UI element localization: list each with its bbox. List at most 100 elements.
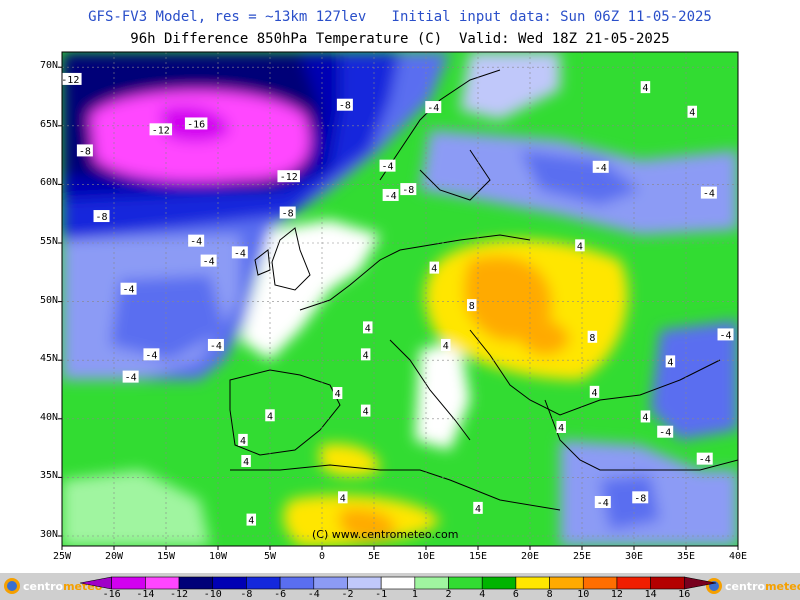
lat-label: 35N (39, 470, 58, 482)
title-line-1: GFS-FV3 Model, res = ~13km 127lev Initia… (88, 9, 712, 25)
contour-label: 4 (429, 261, 440, 275)
contour-label: 4 (665, 355, 676, 368)
legend-swatch (616, 576, 651, 590)
legend-label: 12 (610, 589, 623, 600)
svg-text:4: 4 (267, 411, 273, 422)
logo-word-1: centro (23, 579, 64, 593)
svg-text:4: 4 (558, 423, 564, 434)
contour-label: 4 (575, 239, 585, 252)
svg-text:4: 4 (363, 350, 369, 361)
weather-map: -12-8 -4-16-12-8-12-4-4-8-8 -8-4-4-4-4-4-4… (58, 51, 739, 550)
contour-label: 4 (687, 105, 697, 119)
legend-label: -14 (136, 589, 155, 600)
svg-text:-4: -4 (659, 428, 671, 439)
lon-label: 15W (156, 551, 176, 562)
lat-label: 55N (39, 236, 58, 247)
svg-text:4: 4 (642, 83, 648, 94)
contour-label: -8 (336, 98, 353, 112)
lon-label: 30E (624, 551, 644, 562)
lat-label: 40N (39, 411, 58, 423)
lon-label: 15E (468, 551, 488, 562)
svg-text:-12: -12 (280, 172, 298, 183)
contour-label: 4 (589, 385, 600, 399)
contour-label: 4 (556, 421, 566, 434)
legend-label: -16 (102, 589, 121, 600)
contour-label: -4 (696, 452, 713, 466)
legend-swatch (178, 576, 214, 590)
lon-label: 10E (416, 551, 436, 562)
contour-label: 4 (363, 321, 373, 334)
legend-label: 16 (678, 589, 691, 600)
contour-label: 4 (640, 81, 651, 94)
svg-text:-4: -4 (427, 103, 439, 114)
contour-label: -4 (700, 186, 717, 200)
contour-label: 4 (360, 348, 371, 361)
contour-label: 4 (338, 491, 348, 504)
legend-swatch (145, 576, 180, 590)
contour-label: -12 (59, 72, 82, 86)
svg-text:4: 4 (431, 264, 437, 275)
lat-label: 65N (39, 118, 58, 130)
svg-text:-8: -8 (339, 101, 351, 112)
svg-text:-4: -4 (703, 189, 715, 200)
contour-label: -16 (184, 117, 208, 130)
logo-word-2: meteo (765, 579, 800, 593)
svg-text:4: 4 (443, 341, 449, 352)
svg-text:8: 8 (469, 301, 475, 312)
svg-text:4: 4 (240, 436, 246, 447)
legend-label: 8 (546, 589, 553, 600)
legend-label: 14 (644, 589, 657, 600)
contour-label: -8 (400, 183, 417, 196)
legend-swatch (279, 576, 315, 590)
contour-label: -4 (122, 370, 139, 384)
contour-label: -4 (231, 246, 248, 259)
legend-swatch (481, 576, 517, 590)
legend-label: -12 (170, 589, 189, 600)
lat-label: 30N (39, 529, 58, 540)
svg-text:-8: -8 (634, 493, 646, 504)
contour-label: -12 (277, 170, 300, 183)
legend-swatch (79, 576, 112, 590)
contour-label: 4 (360, 404, 371, 418)
lat-label: 45N (39, 353, 58, 365)
legend-swatch (246, 576, 281, 590)
svg-text:-12: -12 (61, 75, 79, 86)
contour-label: 8 (467, 299, 477, 312)
contour-label: -12 (149, 123, 173, 136)
legend-swatch (448, 576, 483, 590)
lon-label: 20E (520, 551, 540, 562)
svg-text:-4: -4 (595, 163, 607, 174)
contour-label: 4 (265, 409, 275, 422)
contour-label: -4 (379, 159, 396, 173)
svg-text:4: 4 (340, 493, 346, 504)
contour-label: -4 (592, 160, 609, 174)
svg-text:4: 4 (363, 407, 369, 418)
lat-label: 70N (39, 60, 58, 72)
svg-text:4: 4 (591, 388, 597, 399)
svg-text:4: 4 (642, 412, 648, 423)
contour-label: -4 (143, 348, 160, 361)
svg-text:-8: -8 (79, 146, 91, 157)
svg-text:-4: -4 (123, 285, 135, 296)
lon-label: 40E (728, 551, 748, 562)
logo-word-1: centro (725, 579, 766, 593)
title-line-2: 96h Difference 850hPa Temperature (C) Va… (130, 31, 670, 47)
coastlines (229, 69, 738, 511)
contour-label: 4 (640, 410, 651, 423)
contour-label: 4 (246, 513, 257, 527)
svg-text:-4: -4 (234, 248, 246, 259)
contour-label: 4 (238, 433, 248, 447)
contour-label: -4 (425, 101, 442, 114)
svg-text:4: 4 (365, 323, 371, 334)
map-frame (61, 51, 739, 547)
legend-swatch (111, 576, 146, 590)
contour-label: 4 (441, 338, 451, 352)
svg-text:4: 4 (243, 457, 249, 468)
svg-text:-4: -4 (719, 330, 731, 341)
contour-labels: -12-8 -4-16-12-8-12-4-4-8-8 -8-4-4-4-4-4-4… (59, 72, 734, 527)
contour-label: -4 (207, 338, 224, 352)
contour-label: -4 (200, 254, 217, 268)
copyright-text: (C) www.centrometeo.com (312, 528, 459, 541)
lon-label: 20W (104, 551, 124, 562)
logo-circle-icon (4, 578, 20, 594)
